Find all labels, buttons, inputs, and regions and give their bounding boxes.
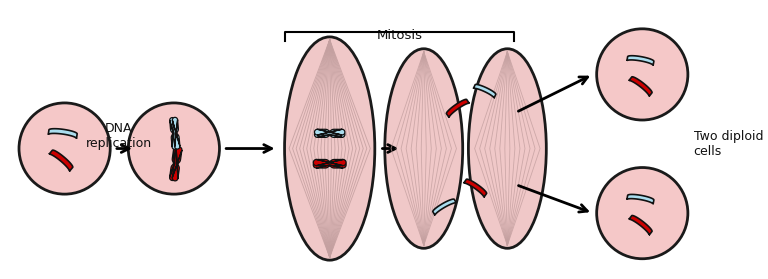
Polygon shape: [170, 146, 179, 181]
Polygon shape: [49, 150, 73, 171]
Polygon shape: [473, 85, 496, 98]
Ellipse shape: [468, 49, 546, 248]
Polygon shape: [314, 132, 345, 137]
Ellipse shape: [128, 103, 220, 194]
Ellipse shape: [285, 37, 375, 260]
Ellipse shape: [597, 29, 688, 120]
Polygon shape: [172, 147, 182, 181]
Polygon shape: [314, 129, 345, 135]
Polygon shape: [627, 194, 654, 204]
Polygon shape: [170, 117, 177, 149]
Polygon shape: [313, 160, 346, 166]
Text: Mitosis: Mitosis: [376, 29, 422, 42]
Ellipse shape: [19, 103, 111, 194]
Polygon shape: [48, 129, 77, 139]
Polygon shape: [627, 56, 654, 66]
Text: Two diploid
cells: Two diploid cells: [694, 130, 763, 158]
Text: DNA
replication: DNA replication: [86, 122, 152, 150]
Polygon shape: [629, 215, 652, 235]
Ellipse shape: [597, 167, 688, 259]
Polygon shape: [629, 77, 652, 97]
Polygon shape: [464, 179, 487, 198]
Polygon shape: [433, 199, 456, 215]
Polygon shape: [313, 162, 346, 168]
Polygon shape: [446, 99, 469, 118]
Ellipse shape: [385, 49, 462, 248]
Polygon shape: [172, 117, 180, 149]
